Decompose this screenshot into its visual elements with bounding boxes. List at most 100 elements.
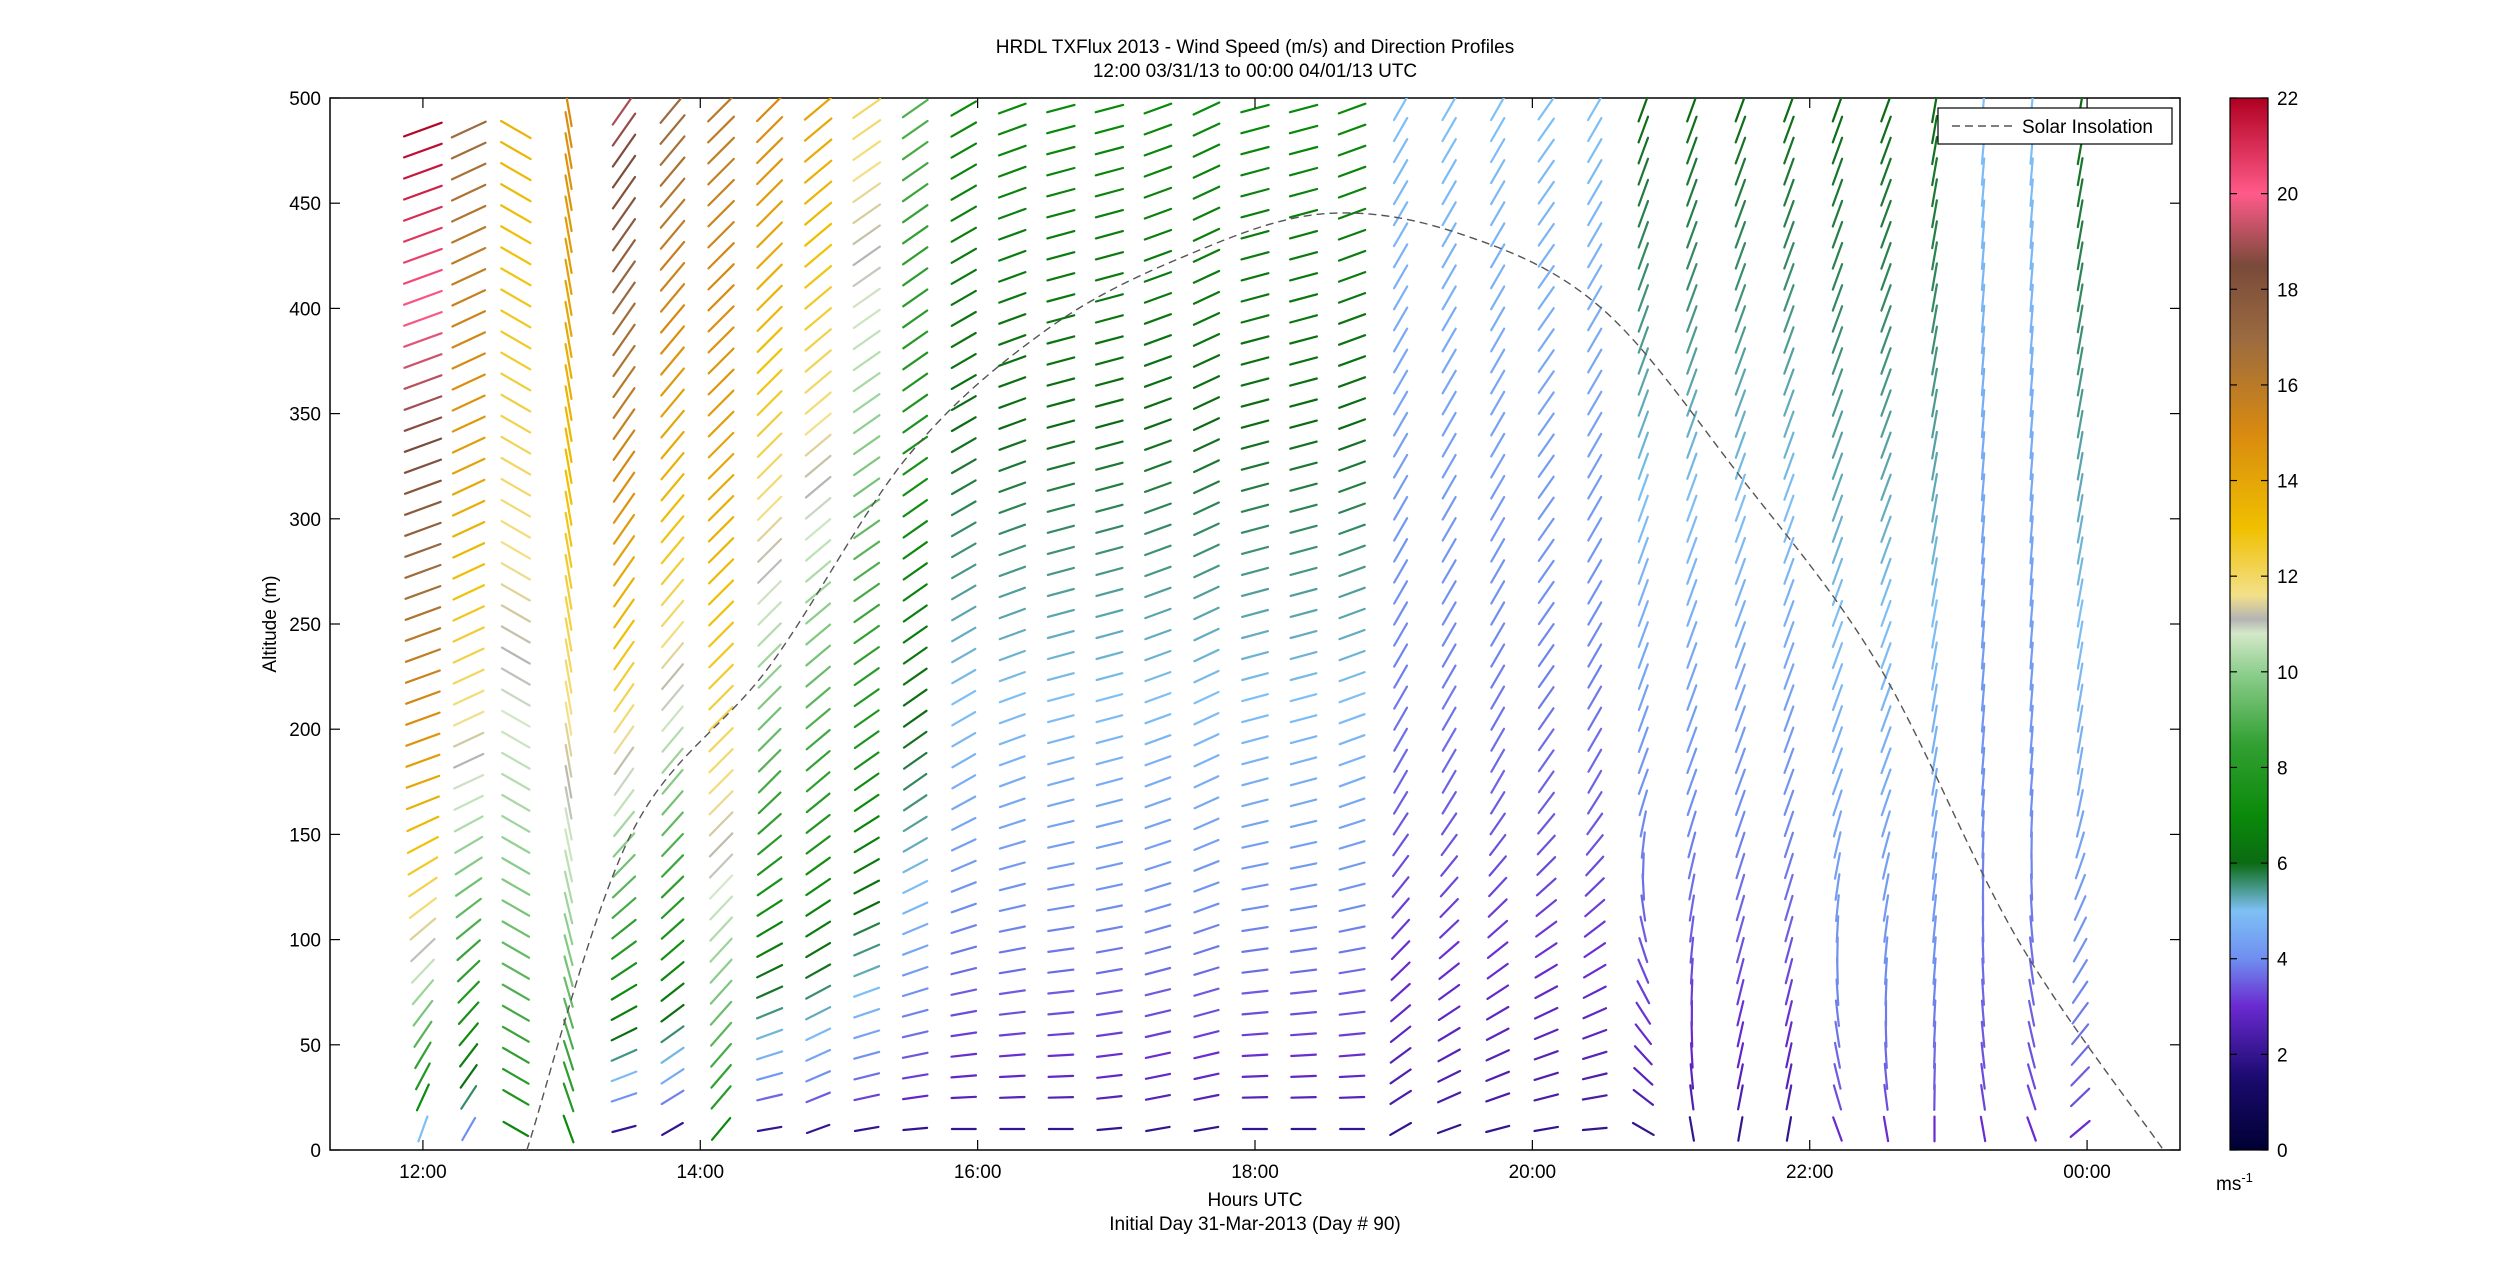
wind-barb <box>451 310 486 328</box>
wind-barb <box>1637 263 1650 291</box>
wind-barb <box>461 1116 477 1142</box>
wind-barb <box>1338 713 1366 725</box>
wind-barb <box>1143 144 1173 157</box>
wind-barb <box>1046 124 1076 135</box>
wind-barb <box>1288 103 1319 114</box>
wind-barb <box>1736 978 1745 1006</box>
wind-barb <box>804 328 832 352</box>
wind-barb <box>1880 98 1891 123</box>
wind-barb <box>1834 1020 1841 1048</box>
wind-barb <box>405 711 441 726</box>
wind-barb <box>1338 861 1366 871</box>
wind-barb <box>1783 326 1795 354</box>
wind-barb <box>901 1051 929 1059</box>
wind-barb <box>661 663 685 691</box>
wind-barb <box>1241 819 1269 829</box>
wind-barb <box>1046 145 1076 156</box>
wind-barb <box>451 415 486 433</box>
wind-barb <box>1094 251 1125 261</box>
wind-barb <box>660 515 685 544</box>
wind-barb <box>500 204 532 224</box>
wind-barb <box>1880 789 1892 817</box>
wind-barb <box>1931 662 1938 691</box>
wind-barb <box>1241 735 1269 745</box>
colorbar-tick-label: 2 <box>2277 1045 2288 1066</box>
wind-barb <box>564 722 573 757</box>
wind-barb <box>805 1027 832 1042</box>
wind-barb <box>1783 410 1795 438</box>
wind-barb <box>1637 705 1649 732</box>
wind-barb <box>1783 98 1794 123</box>
wind-barb <box>1393 664 1409 689</box>
wind-barb <box>1980 283 1986 313</box>
wind-barb <box>451 373 486 391</box>
wind-barb <box>1046 650 1075 661</box>
wind-barb <box>1338 439 1367 451</box>
wind-barb <box>1637 684 1649 711</box>
wind-barb <box>661 768 684 795</box>
wind-barb <box>610 983 638 1001</box>
wind-barb <box>804 412 832 436</box>
wind-barb <box>2076 599 2084 628</box>
wind-barb <box>1736 1021 1745 1048</box>
wind-barb <box>406 835 439 854</box>
wind-barb <box>803 117 833 142</box>
wind-barb <box>951 710 977 727</box>
wind-barb <box>1587 327 1603 353</box>
wind-barb <box>1880 599 1892 628</box>
wind-barb <box>1637 242 1650 270</box>
wind-barb <box>1587 727 1603 752</box>
wind-barb <box>2070 1087 2091 1108</box>
wind-barb <box>1734 494 1747 522</box>
wind-barb <box>500 435 532 455</box>
wind-barb <box>901 225 929 245</box>
wind-barb <box>1046 482 1076 492</box>
wind-barb <box>1192 185 1221 200</box>
wind-barb <box>1338 586 1366 599</box>
wind-barb <box>1337 102 1367 115</box>
wind-barb <box>611 98 633 126</box>
wind-barb <box>1095 840 1124 850</box>
wind-barb <box>1834 999 1841 1028</box>
wind-barb <box>452 563 486 580</box>
wind-barb <box>707 326 735 354</box>
wind-barb <box>405 774 441 789</box>
wind-barb <box>1931 620 1938 649</box>
wind-barb <box>1587 116 1603 143</box>
wind-barb <box>2076 662 2084 691</box>
wind-barb <box>1582 1007 1608 1020</box>
wind-barb <box>853 709 880 729</box>
wind-barb <box>1193 775 1220 789</box>
wind-barb <box>2076 451 2084 481</box>
wind-barb <box>1537 265 1555 289</box>
wind-barb <box>1288 272 1319 282</box>
wind-barb <box>1095 861 1124 870</box>
wind-barb <box>2029 283 2034 313</box>
wind-barb <box>1193 860 1220 872</box>
wind-barb <box>2069 1119 2091 1139</box>
wind-barb <box>1095 461 1124 471</box>
wind-barb <box>1338 904 1366 913</box>
wind-barb <box>853 645 880 666</box>
wind-barb <box>708 600 735 627</box>
wind-barb <box>998 818 1026 830</box>
wind-barb <box>1441 180 1457 206</box>
wind-barb <box>1637 157 1650 186</box>
wind-barb <box>2029 452 2034 481</box>
wind-barb <box>1586 812 1604 836</box>
wind-barb <box>901 183 929 203</box>
wind-barb <box>1393 727 1409 752</box>
wind-barb <box>707 98 734 123</box>
wind-barb <box>1192 206 1221 221</box>
wind-barb <box>1734 452 1747 480</box>
wind-barb <box>1046 293 1076 303</box>
wind-barb <box>1686 473 1698 501</box>
wind-barb <box>500 119 532 140</box>
wind-barb <box>1338 502 1366 515</box>
colorbar-tick-label: 8 <box>2277 758 2288 779</box>
wind-barb <box>1047 1074 1075 1079</box>
wind-barb <box>501 709 531 728</box>
wind-barb <box>2029 304 2034 334</box>
wind-barb <box>707 558 735 585</box>
wind-barb <box>756 326 783 353</box>
